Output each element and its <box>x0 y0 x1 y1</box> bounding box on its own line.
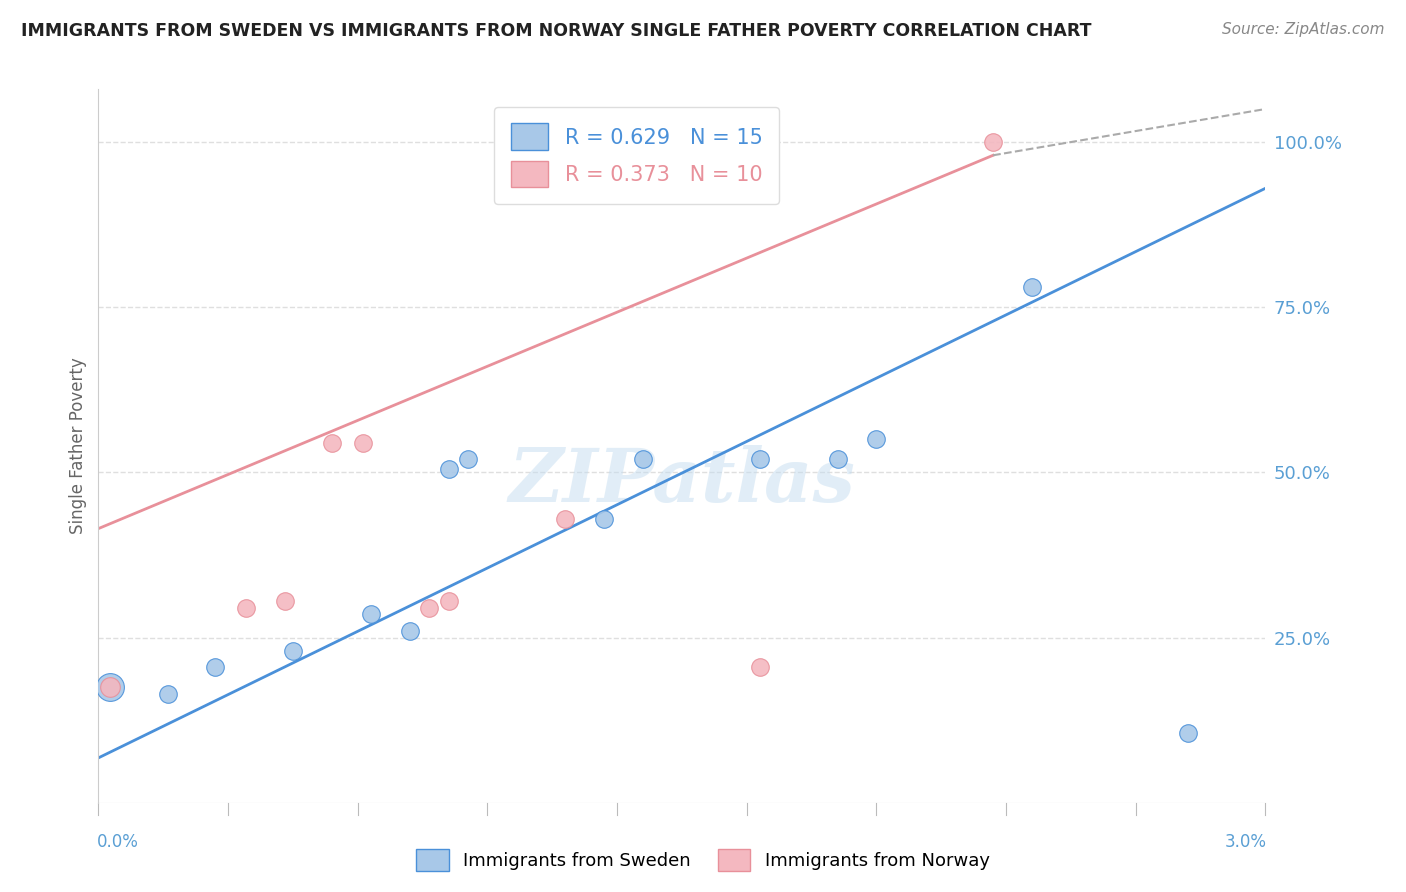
Point <box>748 660 770 674</box>
Point <box>1021 280 1043 294</box>
Point <box>593 511 616 525</box>
Point <box>1177 726 1199 740</box>
Text: 0.0%: 0.0% <box>97 833 139 851</box>
Point <box>360 607 382 622</box>
Point <box>235 600 257 615</box>
Legend: R = 0.629   N = 15, R = 0.373   N = 10: R = 0.629 N = 15, R = 0.373 N = 10 <box>494 107 779 204</box>
Point <box>398 624 420 638</box>
Point <box>418 600 440 615</box>
Point <box>865 433 887 447</box>
Point <box>981 135 1004 149</box>
Point <box>98 680 121 694</box>
Point <box>352 435 374 450</box>
Point <box>98 680 121 694</box>
Point <box>554 511 576 525</box>
Text: Source: ZipAtlas.com: Source: ZipAtlas.com <box>1222 22 1385 37</box>
Point <box>204 660 226 674</box>
Point <box>98 680 121 694</box>
Text: IMMIGRANTS FROM SWEDEN VS IMMIGRANTS FROM NORWAY SINGLE FATHER POVERTY CORRELATI: IMMIGRANTS FROM SWEDEN VS IMMIGRANTS FRO… <box>21 22 1091 40</box>
Point <box>157 687 180 701</box>
Point <box>98 680 121 694</box>
Point <box>274 594 297 608</box>
Point <box>748 452 770 467</box>
Point <box>281 644 304 658</box>
Legend: Immigrants from Sweden, Immigrants from Norway: Immigrants from Sweden, Immigrants from … <box>409 842 997 879</box>
Text: 3.0%: 3.0% <box>1225 833 1267 851</box>
Point <box>631 452 654 467</box>
Y-axis label: Single Father Poverty: Single Father Poverty <box>69 358 87 534</box>
Point <box>827 452 849 467</box>
Point <box>457 452 479 467</box>
Point <box>437 594 460 608</box>
Point <box>321 435 343 450</box>
Text: ZIPatlas: ZIPatlas <box>509 445 855 518</box>
Point <box>437 462 460 476</box>
